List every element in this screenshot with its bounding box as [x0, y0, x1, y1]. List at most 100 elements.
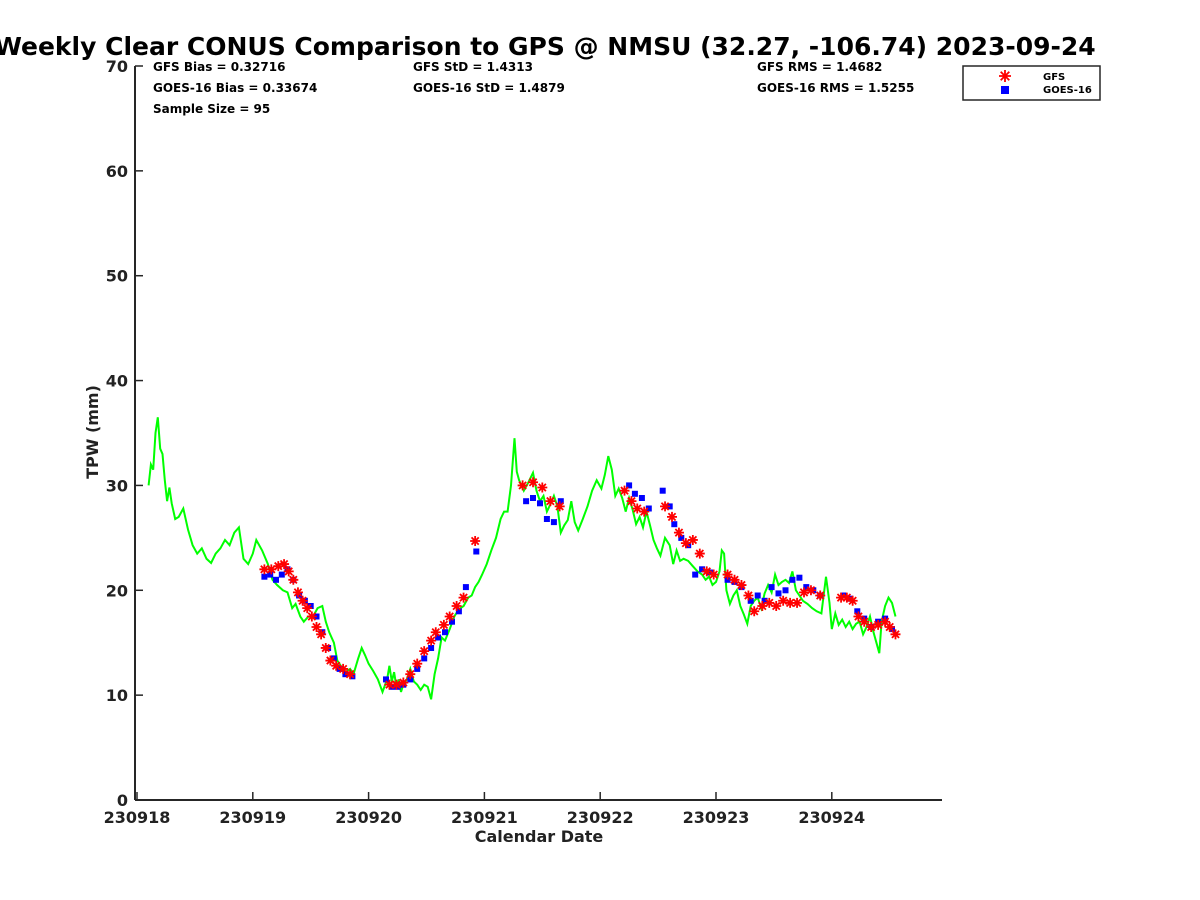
- gfs-point-mark: [528, 477, 539, 488]
- gfs-point: [302, 603, 313, 614]
- x-tick-label: 230924: [798, 808, 865, 827]
- gfs-point-mark: [545, 496, 556, 507]
- goes16-point: [261, 573, 268, 580]
- y-axis-label: TPW (mm): [83, 385, 102, 479]
- gfs-point-mark: [398, 677, 409, 688]
- gfs-point-mark: [859, 616, 870, 627]
- gfs-point-mark: [517, 480, 528, 491]
- goes16-point: [796, 574, 803, 581]
- gfs-point: [316, 629, 327, 640]
- goes16-point: [557, 498, 564, 505]
- goes16-point: [449, 618, 455, 625]
- gfs-point: [306, 611, 317, 622]
- legend-box: [962, 65, 1101, 101]
- gfs-point: [666, 511, 677, 522]
- goes16-point: [678, 534, 685, 541]
- goes16-point: [803, 584, 810, 591]
- gfs-point: [619, 485, 630, 496]
- gfs-point-mark: [283, 566, 294, 577]
- y-tick-label: 70: [106, 57, 128, 76]
- gfs-point: [345, 669, 356, 680]
- gfs-point: [836, 592, 847, 603]
- goes16-point: [473, 548, 480, 555]
- goes16-point: [724, 576, 731, 583]
- goes16-point: [768, 584, 775, 591]
- gfs-point: [749, 606, 760, 617]
- gfs-point: [438, 619, 449, 630]
- gfs-point-mark: [470, 536, 481, 547]
- gfs-point: [853, 611, 864, 622]
- gfs-point: [722, 569, 733, 580]
- gfs-point-mark: [266, 564, 277, 575]
- gfs-point-mark: [701, 566, 712, 577]
- gfs-point: [673, 527, 684, 538]
- axes: 0 10 20 30 40 50 60 70 230918 230919 230920 230921 2…: [104, 57, 942, 827]
- goes16-point: [692, 571, 699, 578]
- goes16-point: [296, 592, 303, 599]
- gfs-point-mark: [884, 621, 895, 632]
- stat-text: GFS Bias = 0.32716: [153, 60, 285, 74]
- gfs-point-mark: [673, 527, 684, 538]
- gfs-point-mark: [426, 635, 437, 646]
- gfs-point: [701, 566, 712, 577]
- goes16-point: [435, 634, 442, 641]
- goes16-point: [761, 597, 768, 604]
- gfs-point: [528, 477, 539, 488]
- goes16-point: [267, 571, 274, 578]
- goes16-point: [543, 516, 550, 522]
- gfs-point: [458, 592, 469, 603]
- goes16-point: [273, 576, 279, 583]
- gfs-point: [470, 536, 481, 547]
- gfs-point: [320, 642, 331, 653]
- gfs-point: [660, 501, 671, 512]
- gfs-point-mark: [778, 595, 789, 606]
- gfs-point: [880, 616, 891, 627]
- gfs-point: [338, 663, 349, 674]
- gfs-point-mark: [405, 669, 416, 680]
- gfs-point: [694, 548, 705, 559]
- goes16-point: [671, 521, 678, 528]
- y-tick-label: 20: [106, 581, 128, 600]
- gfs-point: [743, 590, 754, 601]
- x-tick-label: 230918: [104, 808, 171, 827]
- gfs-point-mark: [458, 592, 469, 603]
- goes16-point: [789, 576, 796, 583]
- gfs-point-mark: [325, 655, 336, 666]
- goes16-point: [699, 566, 706, 573]
- gfs-point: [288, 574, 299, 585]
- goes16-point: [638, 495, 645, 501]
- stat-text: GFS RMS = 1.4682: [757, 60, 882, 74]
- legend: GFS GOES-16: [962, 65, 1101, 101]
- gfs-point: [632, 503, 643, 514]
- legend-goes16-label: GOES-16: [1043, 85, 1092, 96]
- gfs-point-mark: [680, 538, 691, 549]
- y-tick-label: 10: [106, 686, 128, 705]
- goes16-point: [442, 629, 448, 636]
- y-tick-label: 0: [117, 791, 128, 810]
- gfs-point-mark: [338, 663, 349, 674]
- gfs-point-mark: [259, 564, 270, 575]
- gfs-point-mark: [866, 621, 877, 632]
- y-tick-label: 50: [106, 267, 128, 286]
- gfs-point: [517, 480, 528, 491]
- gfs-point: [451, 601, 462, 612]
- gfs-point: [398, 677, 409, 688]
- gfs-point-mark: [632, 503, 643, 514]
- gfs-point-mark: [554, 501, 565, 512]
- gfs-point: [757, 601, 768, 612]
- goes16-point: [278, 571, 285, 578]
- gfs-point: [639, 506, 650, 517]
- x-tick-label: 230921: [451, 808, 518, 827]
- gfs-point-mark: [880, 616, 891, 627]
- gfs-point-mark: [666, 511, 677, 522]
- goes16-point: [854, 608, 861, 615]
- gfs-point-mark: [306, 611, 317, 622]
- goes16-point: [659, 487, 666, 494]
- legend-gfs-label: GFS: [1043, 72, 1065, 83]
- y-tick-label: 30: [106, 476, 128, 495]
- gfs-point-mark: [279, 559, 290, 570]
- gfs-point: [687, 534, 698, 545]
- x-tick-label: 230919: [219, 808, 286, 827]
- gfs-point-mark: [451, 601, 462, 612]
- stat-text: Sample Size = 95: [153, 102, 270, 116]
